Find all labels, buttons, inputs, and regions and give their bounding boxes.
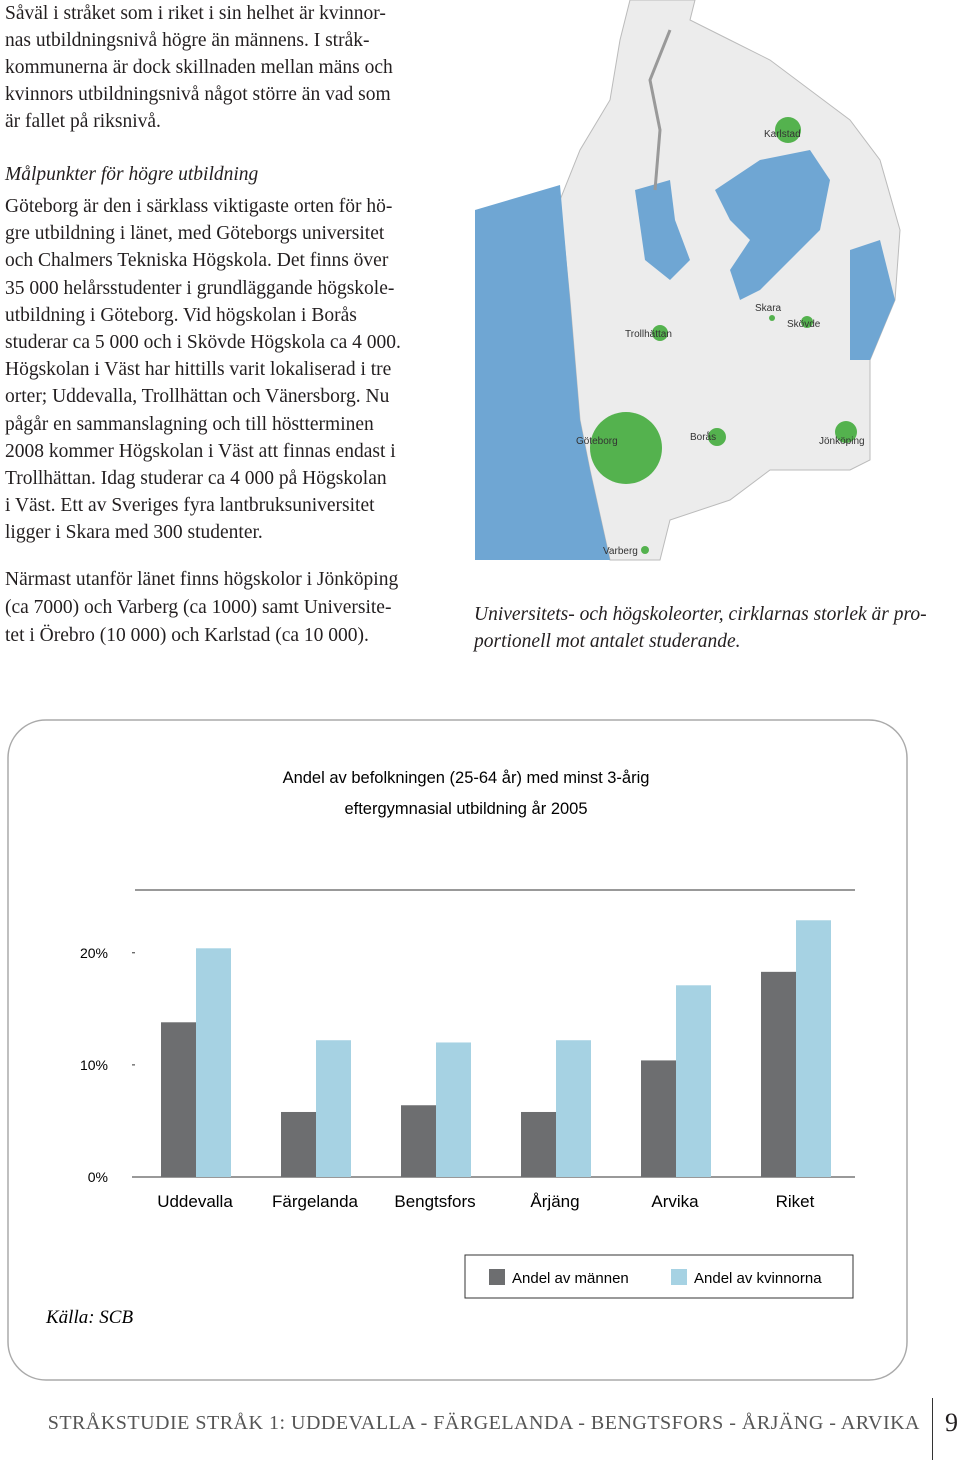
x-tick-label: Riket xyxy=(776,1192,815,1211)
bar xyxy=(556,1040,591,1177)
text-line: gre utbildning i länet, med Göteborgs un… xyxy=(5,223,385,245)
text-line: i Väst. Ett av Sveriges fyra lantbruksun… xyxy=(5,495,375,517)
bar xyxy=(316,1040,351,1177)
x-tick-label: Bengtsfors xyxy=(394,1192,475,1211)
chart-title: Andel av befolkningen (25-64 år) med min… xyxy=(283,769,650,787)
lake-vanern-west xyxy=(635,180,690,280)
map: Karlstad Skara Skövde Trollhättan Götebo… xyxy=(475,0,901,561)
text-line: Trollhättan. Idag studerar ca 4 000 på H… xyxy=(5,468,387,489)
lake-vanern xyxy=(715,150,830,300)
bar xyxy=(401,1105,436,1177)
place-label: Skövde xyxy=(787,319,821,330)
circle xyxy=(708,428,726,446)
bar xyxy=(761,971,796,1177)
text-line: Universitets- och högskoleorter, cirklar… xyxy=(474,604,927,625)
place-label: Karlstad xyxy=(764,129,801,140)
circle xyxy=(835,421,857,443)
legend-box xyxy=(464,1254,854,1299)
text-line: (ca 7000) och Varberg (ca 1000) samt Uni… xyxy=(5,597,392,618)
bar xyxy=(281,1111,316,1177)
bar xyxy=(196,948,231,1177)
text-line: Närmast utanför länet finns högskolor i … xyxy=(5,569,399,590)
chart-title: eftergymnasial utbildning år 2005 xyxy=(344,800,587,818)
source: Källa: SCB xyxy=(45,1307,133,1328)
circle xyxy=(769,315,775,321)
text-line: kvinnors utbildningsnivå något större än… xyxy=(5,84,391,105)
place-label: Trollhättan xyxy=(625,329,672,340)
bar xyxy=(641,1060,676,1177)
place-label: Jönköping xyxy=(819,436,865,447)
chart-frame xyxy=(7,719,908,1381)
text-line: 2008 kommer Högskolan i Väst att finnas … xyxy=(5,440,396,462)
sea xyxy=(475,185,610,560)
text-line: orter; Uddevalla, Trollhättan och Väners… xyxy=(5,386,390,408)
border xyxy=(648,29,672,191)
place-label: Skara xyxy=(755,303,782,314)
legend-label: Andel av männen xyxy=(512,1270,629,1287)
circle xyxy=(801,316,813,328)
x-tick-label: Årjäng xyxy=(530,1192,579,1211)
bar xyxy=(676,985,711,1177)
text-line: studerar ca 5 000 och i Skövde Högskola … xyxy=(5,332,401,353)
text-line: tet i Örebro (10 000) och Karlstad (ca 1… xyxy=(5,625,369,646)
chart: Källa: SCB Andel av befolkningen (25-64 … xyxy=(7,719,908,1381)
bar xyxy=(436,1042,471,1177)
text-line: ligger i Skara med 300 studenter. xyxy=(5,522,263,544)
lake-vattern xyxy=(850,240,895,360)
y-tick-label: 0% xyxy=(88,1169,108,1185)
bar xyxy=(521,1111,556,1177)
bar xyxy=(161,1022,196,1177)
x-tick-label: Uddevalla xyxy=(157,1192,233,1211)
text-line: portionell mot antalet studerande. xyxy=(474,631,741,652)
text-line: Såväl i stråket som i riket i sin helhet… xyxy=(5,3,386,24)
circle xyxy=(590,412,662,484)
heading: Målpunkter för högre utbildning xyxy=(5,164,259,185)
legend-swatch xyxy=(671,1269,687,1285)
text-line: nas utbildningsnivå högre än männens. I … xyxy=(5,30,370,51)
circles xyxy=(590,117,857,554)
footer-rule xyxy=(932,1398,933,1460)
legend-label: Andel av kvinnorna xyxy=(694,1270,822,1287)
y-tick-label: 20% xyxy=(80,945,108,961)
legend-swatch xyxy=(489,1269,505,1285)
text-line: och Chalmers Tekniska Högskola. Det finn… xyxy=(5,250,389,272)
circle xyxy=(652,325,668,341)
x-tick-label: Färgelanda xyxy=(272,1192,359,1211)
page-number: 9 xyxy=(945,1408,958,1437)
text-line: Göteborg är den i särklass viktigaste or… xyxy=(5,196,393,217)
place-label: Göteborg xyxy=(576,436,618,447)
text-line: kommunerna är dock skillnaden mellan män… xyxy=(5,57,393,78)
text-line: 35 000 helårsstudenter i grundläggande h… xyxy=(5,277,395,299)
text-line: pågår en sammanslagning och till höstter… xyxy=(5,413,374,435)
x-tick-label: Arvika xyxy=(651,1192,699,1211)
footer-text: STRÅKSTUDIE STRÅK 1: UDDEVALLA - FÄRGELA… xyxy=(47,1412,920,1434)
text-line: är fallet på riksnivå. xyxy=(5,111,161,132)
circle xyxy=(641,546,649,554)
bar xyxy=(796,920,831,1177)
circle xyxy=(775,117,801,143)
place-label: Varberg xyxy=(603,546,638,557)
text-line: utbildning i Göteborg. Vid högskolan i B… xyxy=(5,304,357,326)
y-tick-label: 10% xyxy=(80,1057,108,1073)
text-line: Högskolan i Väst har hittills varit loka… xyxy=(5,359,392,381)
place-label: Borås xyxy=(690,431,716,443)
